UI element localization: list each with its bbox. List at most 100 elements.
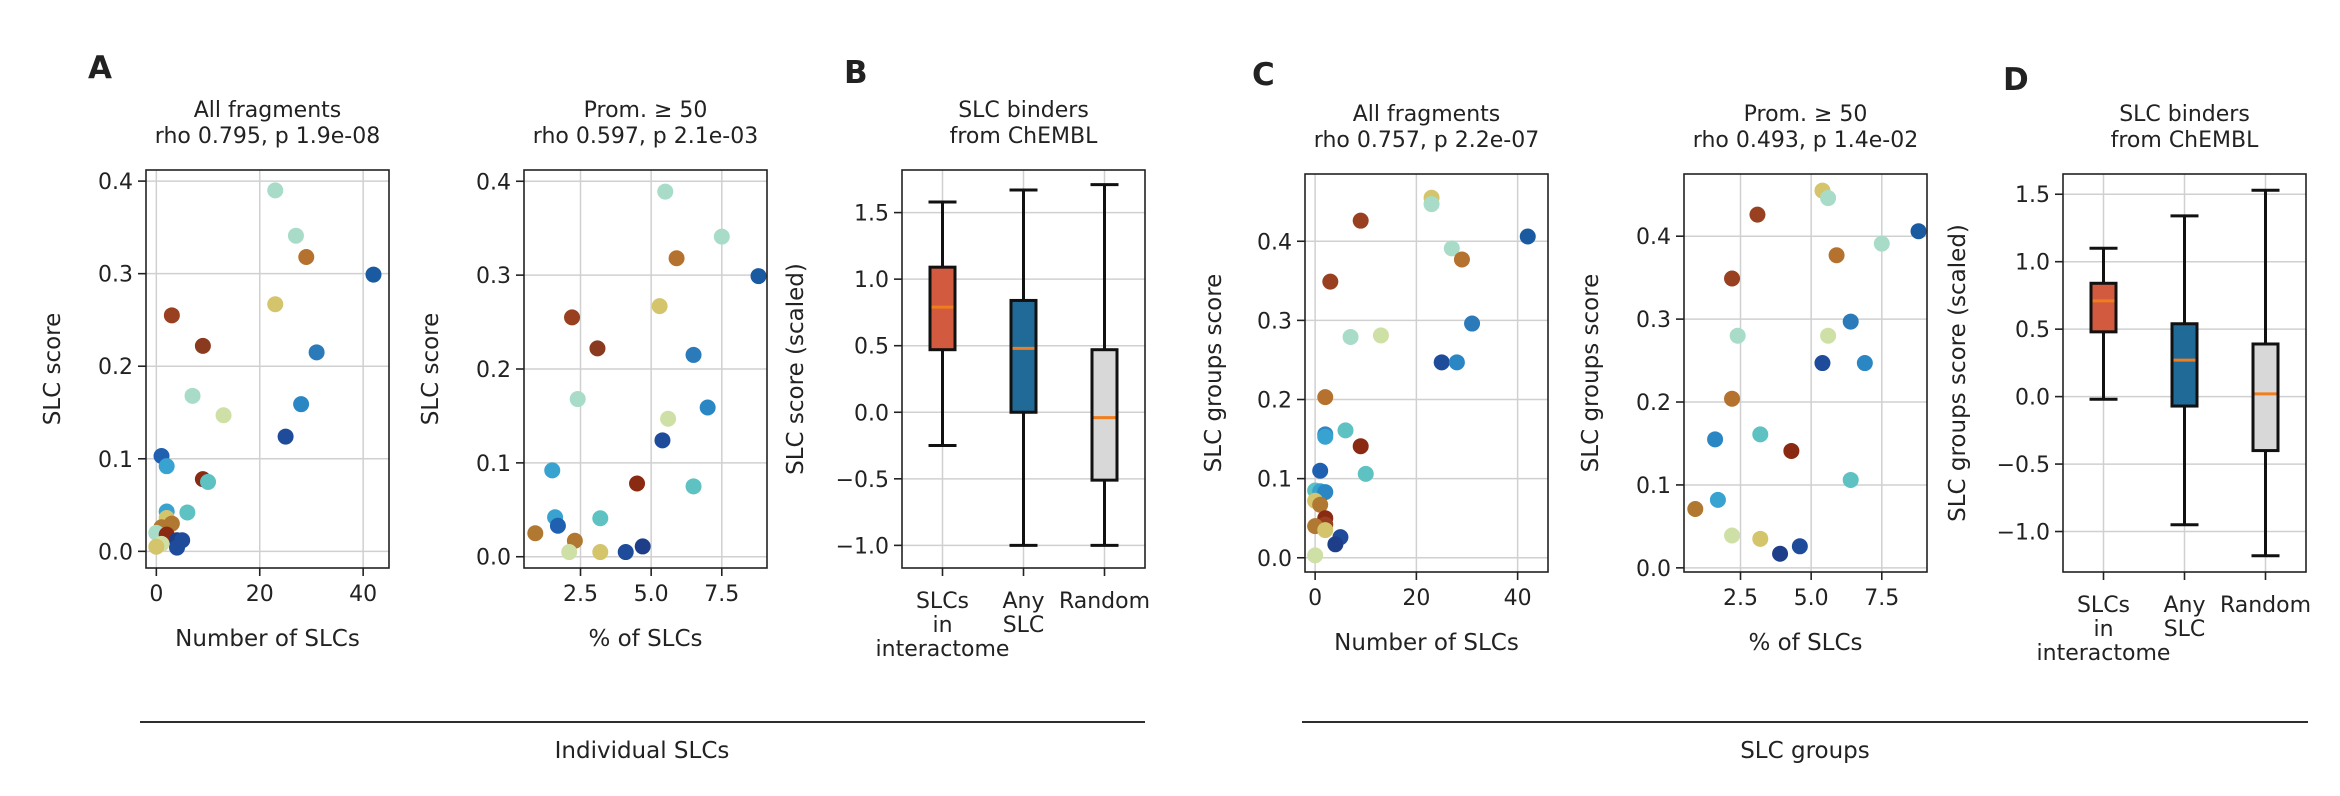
x-tick-label: 0	[149, 582, 163, 607]
y-tick-label: 1.0	[2015, 251, 2050, 276]
scatter-point	[1842, 313, 1859, 330]
x-tick-label: 0	[1308, 586, 1322, 611]
y-tick-label: 0.2	[1636, 391, 1671, 416]
x-tick-label: 20	[246, 582, 274, 607]
box-iqr	[1009, 298, 1038, 414]
y-tick-label: 1.5	[2015, 183, 2050, 208]
scatter-point	[617, 544, 634, 561]
scatter-point	[1372, 327, 1389, 344]
scatter-point	[1352, 212, 1369, 229]
scatter-point	[685, 346, 702, 363]
y-tick-label: 0.1	[98, 448, 133, 473]
y-tick-label: 0.4	[1636, 225, 1671, 250]
x-tick-label: 7.5	[704, 582, 739, 607]
category-label: interactome	[876, 637, 1010, 662]
scatter-point	[298, 249, 315, 266]
box-iqr	[2089, 281, 2118, 334]
x-tick-label: 40	[1504, 586, 1532, 611]
scatter-point	[1749, 206, 1766, 223]
box-iqr	[2170, 322, 2199, 408]
category-label: SLC	[2164, 617, 2206, 642]
y-axis-label: SLC score	[40, 313, 66, 426]
category-label: SLCs	[916, 589, 969, 614]
axes-frame	[1683, 173, 1928, 573]
box-iqr	[2251, 342, 2280, 453]
box-iqr	[1090, 348, 1119, 482]
scatter-point	[194, 337, 211, 354]
panel-title: from ChEMBL	[950, 124, 1098, 149]
panel-letter: A	[88, 50, 112, 86]
scatter-point	[634, 538, 651, 555]
scatter-point	[267, 182, 284, 199]
category-label: SLC	[1003, 613, 1045, 638]
scatter-point	[1317, 522, 1334, 539]
scatter-point	[561, 544, 578, 561]
scatter-point	[1337, 422, 1354, 439]
x-tick-label: 7.5	[1864, 586, 1899, 611]
scatter-point	[1856, 355, 1873, 372]
group-label-individual: Individual SLCs	[555, 738, 730, 764]
panel-title: Prom. ≥ 50	[584, 98, 708, 123]
scatter-point	[1448, 354, 1465, 371]
y-axis-label: SLC score (scaled)	[783, 263, 809, 475]
panel-title: All fragments	[1353, 102, 1501, 127]
scatter-point	[1707, 431, 1724, 448]
y-tick-label: 0.4	[98, 170, 133, 195]
y-tick-label: 0.4	[476, 170, 511, 195]
x-tick-label: 2.5	[563, 582, 598, 607]
scatter-point	[1687, 500, 1704, 517]
scatter-point	[1752, 530, 1769, 547]
panel-title: SLC binders	[2119, 102, 2250, 127]
scatter-point	[629, 475, 646, 492]
y-tick-label: 0.1	[476, 452, 511, 477]
scatter-point	[685, 478, 702, 495]
scatter-point	[569, 391, 586, 408]
scatter-point	[592, 510, 609, 527]
y-tick-label: 0.0	[1257, 547, 1292, 572]
y-tick-label: 0.0	[476, 546, 511, 571]
scatter-point	[1327, 536, 1344, 553]
panel-letter: C	[1252, 57, 1275, 93]
scatter-point	[1709, 491, 1726, 508]
panel-title: rho 0.757, p 2.2e-07	[1314, 128, 1539, 153]
scatter-point	[215, 407, 232, 424]
panel-title: rho 0.597, p 2.1e-03	[533, 124, 758, 149]
axes-frame	[1304, 173, 1549, 573]
panel-letter: D	[2003, 62, 2029, 98]
scatter-point	[267, 296, 284, 313]
scatter-point	[660, 410, 677, 427]
y-tick-label: 0.0	[98, 540, 133, 565]
y-tick-label: 0.5	[2015, 318, 2050, 343]
scatter-point	[750, 268, 767, 285]
scatter-point	[1724, 527, 1741, 544]
scatter-point	[1433, 354, 1450, 371]
category-label: Any	[1002, 589, 1044, 614]
y-tick-label: −0.5	[836, 468, 889, 493]
x-axis-label: % of SLCs	[588, 626, 702, 652]
scatter-point	[657, 183, 674, 200]
scatter-point	[1317, 428, 1334, 445]
x-tick-label: 5.0	[634, 582, 669, 607]
scatter-point	[713, 228, 730, 245]
y-tick-label: 0.5	[854, 335, 889, 360]
scatter-point	[1724, 270, 1741, 287]
scatter-point	[308, 344, 325, 361]
y-tick-label: 1.0	[854, 268, 889, 293]
category-label: Random	[1059, 589, 1150, 614]
x-axis-label: % of SLCs	[1748, 630, 1862, 656]
scatter-point	[287, 227, 304, 244]
scatter-point	[1352, 438, 1369, 455]
scatter-point	[1820, 327, 1837, 344]
scatter-point	[564, 309, 581, 326]
scatter-point	[148, 538, 165, 555]
y-tick-label: 0.0	[2015, 386, 2050, 411]
scatter-point	[1791, 538, 1808, 555]
y-axis-label: SLC score	[418, 313, 444, 426]
y-tick-label: 0.2	[1257, 389, 1292, 414]
y-tick-label: 0.2	[476, 358, 511, 383]
